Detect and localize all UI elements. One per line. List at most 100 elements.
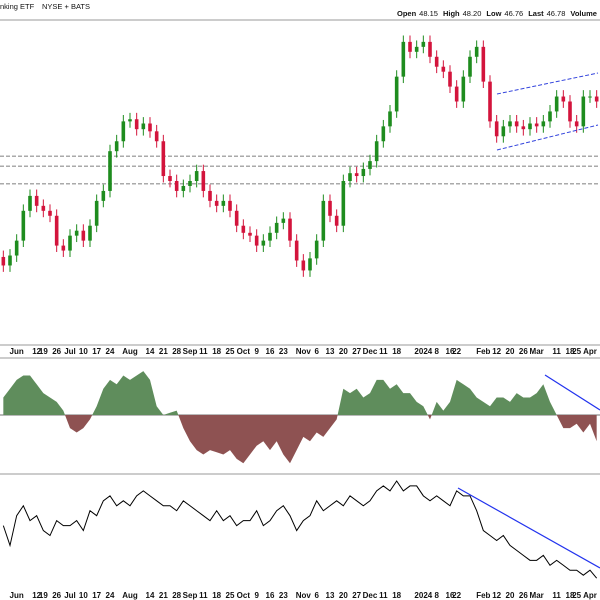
candle-body: [428, 41, 432, 57]
x-tick-label: 18: [212, 347, 221, 356]
candle-body: [161, 141, 166, 177]
x-tick-label: 24: [106, 347, 115, 356]
candle-body: [54, 215, 59, 246]
x-tick-label: 6: [314, 591, 319, 600]
quote-value: 48.20: [463, 9, 482, 18]
x-tick-label: 11: [552, 591, 561, 600]
x-tick-label: 2024: [414, 347, 432, 356]
x-tick-label: 16: [266, 591, 275, 600]
candle-body: [134, 119, 139, 130]
candle-body: [401, 41, 406, 77]
candle-body: [334, 215, 339, 226]
x-tick-label: 19: [39, 347, 48, 356]
candle-body: [354, 173, 359, 177]
candle-body: [248, 232, 252, 236]
candle-body: [8, 255, 12, 266]
quote-value: 46.76: [504, 9, 523, 18]
x-tick-label: 11: [379, 347, 388, 356]
candle-body: [554, 96, 559, 112]
candle-body: [194, 171, 199, 181]
x-tick-label: 17: [92, 591, 101, 600]
candle-body: [301, 260, 306, 271]
quote-value: 46.78: [547, 9, 566, 18]
x-tick-label: 20: [339, 347, 348, 356]
x-tick-label: 28: [172, 591, 181, 600]
candle-body: [374, 141, 379, 162]
x-tick-label: 27: [352, 591, 361, 600]
x-tick-label: 26: [519, 347, 528, 356]
x-tick-label: 25: [572, 347, 581, 356]
x-tick-label: 23: [279, 591, 288, 600]
x-tick-label: 20: [339, 591, 348, 600]
x-tick-label: Dec: [363, 591, 378, 600]
candle-body: [514, 121, 519, 127]
trend-line: [457, 487, 600, 569]
x-tick-label: Sep: [183, 347, 198, 356]
candle-body: [474, 46, 479, 57]
candle-body: [381, 126, 386, 142]
x-tick-label: 14: [146, 347, 155, 356]
x-tick-label: 18: [392, 347, 401, 356]
candle-body: [261, 240, 266, 246]
x-tick-label: Feb: [476, 347, 490, 356]
candle-body: [308, 258, 312, 271]
x-tick-label: 17: [92, 347, 101, 356]
x-tick-label: 14: [146, 591, 155, 600]
candle-body: [101, 190, 106, 201]
x-tick-label: 10: [79, 347, 88, 356]
candle-body: [241, 225, 246, 233]
candle-body: [321, 200, 326, 241]
candle-body: [494, 121, 499, 137]
symbol-name: nking ETF: [0, 2, 35, 11]
x-tick-label: 13: [326, 591, 335, 600]
plot: JunJun121219192626JulJul101017172424AugA…: [0, 35, 600, 600]
x-tick-label: 16: [446, 591, 455, 600]
channel-line: [496, 124, 599, 151]
candle-body: [508, 121, 512, 127]
candle-body: [128, 119, 132, 122]
x-tick-label: Dec: [363, 347, 378, 356]
x-tick-label: 22: [452, 347, 461, 356]
candle-body: [108, 151, 112, 191]
quote-label: Last: [528, 9, 544, 18]
candle-body: [481, 46, 486, 82]
candle-body: [254, 235, 259, 246]
candle-body: [534, 123, 539, 127]
quote-label: High: [443, 9, 460, 18]
x-tick-label: 12: [32, 591, 41, 600]
channel-line: [496, 72, 599, 95]
candle-body: [541, 121, 546, 127]
quote-value: 48.15: [419, 9, 438, 18]
candle-body: [468, 56, 472, 77]
x-tick-label: Mar: [530, 591, 544, 600]
candle-body: [421, 41, 426, 47]
quote: Open 48.15 High 48.20 Low 46.76 Last 46.78 Volum…: [397, 9, 600, 18]
candle-body: [328, 200, 332, 216]
x-tick-label: 28: [172, 347, 181, 356]
candle-body: [168, 176, 172, 181]
x-tick-label: 11: [552, 347, 561, 356]
x-tick-label: Apr: [583, 591, 597, 600]
candle-body: [528, 123, 532, 130]
candle-body: [34, 195, 39, 206]
candle-body: [434, 56, 439, 67]
x-tick-label: 26: [519, 591, 528, 600]
candle-body: [94, 200, 99, 226]
x-tick-label: 21: [159, 591, 168, 600]
candle-body: [141, 123, 146, 130]
x-tick-label: 13: [326, 347, 335, 356]
quote-label: Open: [397, 9, 417, 18]
candle-body: [594, 96, 599, 102]
candle-body: [388, 111, 392, 127]
candle-body: [294, 240, 299, 261]
x-tick-label: 18: [566, 347, 575, 356]
candle-body: [174, 181, 179, 191]
candle-body: [14, 240, 19, 256]
candle-body: [208, 190, 212, 201]
x-tick-label: Jul: [64, 591, 76, 600]
candle-body: [501, 126, 506, 137]
candle-body: [314, 240, 319, 259]
x-tick-label: Nov: [296, 347, 312, 356]
